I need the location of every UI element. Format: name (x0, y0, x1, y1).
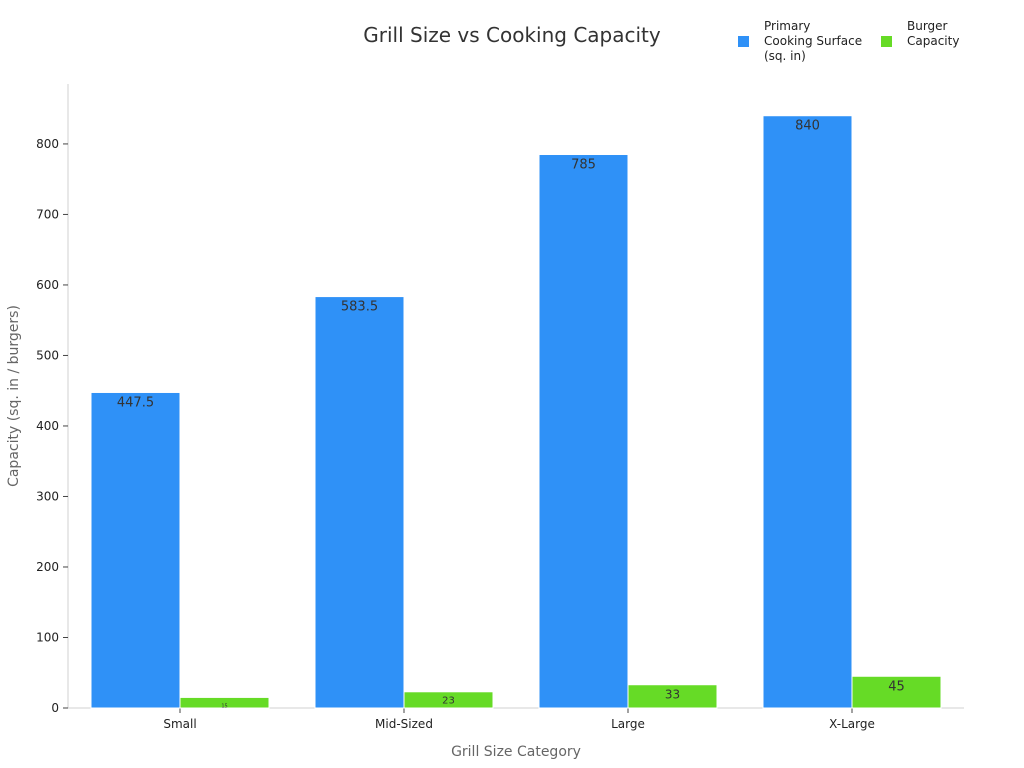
x-tick-label: Large (611, 717, 645, 731)
legend-label: Primary (764, 19, 810, 33)
data-label: 785 (571, 158, 596, 173)
bars: 447.5 15 583.5 23 785 33 840 45 (91, 116, 941, 710)
data-label: 15 (221, 703, 227, 709)
y-tick-label: 0 (51, 701, 59, 715)
y-tick-label: 300 (36, 489, 59, 503)
data-label: 447.5 (117, 395, 154, 410)
legend-label: Capacity (907, 34, 959, 48)
data-label: 23 (442, 695, 455, 706)
x-tick-label: X-Large (829, 717, 875, 731)
y-axis-title: Capacity (sq. in / burgers) (6, 305, 22, 487)
legend-swatch-1 (881, 36, 892, 47)
bar-surface-3 (763, 116, 852, 708)
x-axis-title: Grill Size Category (451, 744, 581, 760)
data-label: 33 (665, 688, 680, 702)
legend-label: Burger (907, 19, 948, 33)
data-label: 45 (888, 679, 905, 694)
bar-surface-0 (91, 392, 180, 708)
x-tick-label: Small (163, 717, 196, 731)
data-label: 583.5 (341, 300, 378, 315)
y-tick-label: 600 (36, 278, 59, 292)
chart-title: Grill Size vs Cooking Capacity (363, 23, 661, 47)
y-tick-label: 200 (36, 560, 59, 574)
data-label: 840 (795, 119, 820, 134)
y-tick-label: 500 (36, 348, 59, 362)
x-tick-label: Mid-Sized (375, 717, 433, 731)
y-tick-label: 800 (36, 137, 59, 151)
y-tick-label: 400 (36, 419, 59, 433)
legend-swatch-0 (738, 36, 749, 47)
y-tick-label: 100 (36, 630, 59, 644)
legend-label: Cooking Surface (764, 34, 862, 48)
bar-surface-2 (539, 155, 628, 708)
bar-surface-1 (315, 297, 404, 708)
legend-label: (sq. in) (764, 49, 806, 63)
y-tick-label: 700 (36, 207, 59, 221)
